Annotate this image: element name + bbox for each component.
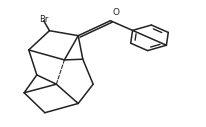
Text: Br: Br <box>39 15 48 24</box>
Text: O: O <box>112 8 119 17</box>
